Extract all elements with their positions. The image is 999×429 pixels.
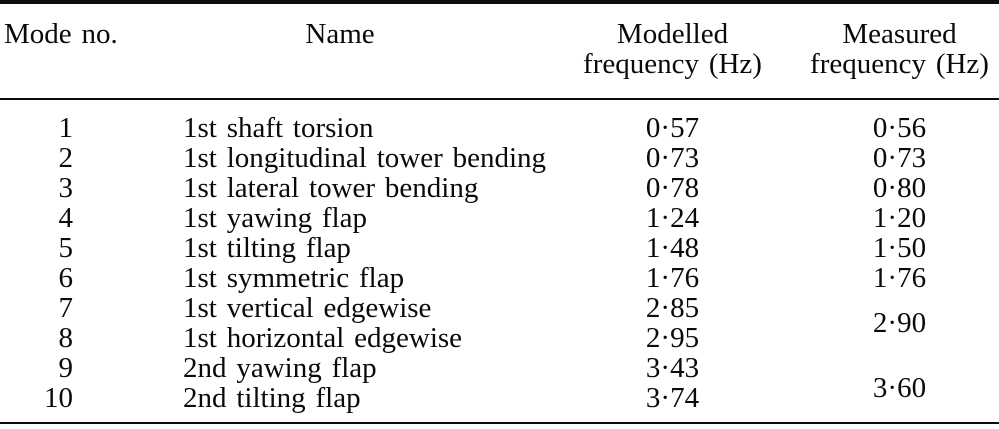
table-row: 9 2nd yawing flap 3·43 3·60 — [0, 352, 999, 403]
column-header-modelled-frequency: Modelled frequency (Hz) — [545, 2, 800, 100]
name-cell: 1st longitudinal tower bending — [183, 142, 547, 174]
name-cell: 1st shaft torsion — [183, 112, 374, 144]
modelled-frequency-cell: 1·48 — [645, 232, 700, 264]
modelled-frequency-cell: 0·78 — [645, 172, 700, 204]
table-row: 8 1st horizontal edgewise 2·95 — [0, 323, 999, 353]
measured-frequency-cell: 3·60 — [872, 371, 927, 404]
table-row: 10 2nd tilting flap 3·74 — [0, 383, 999, 423]
column-header-name: Name — [135, 2, 545, 100]
measured-frequency-cell: 0·80 — [872, 172, 927, 204]
modelled-frequency-cell: 3·74 — [645, 382, 700, 414]
modelled-frequency-cell: 2·85 — [645, 292, 700, 324]
table-row: 5 1st tilting flap 1·48 1·50 — [0, 233, 999, 263]
mode-cell: 7 — [58, 292, 74, 324]
mode-cell: 3 — [58, 172, 74, 204]
table-row: 6 1st symmetric flap 1·76 1·76 — [0, 263, 999, 293]
modelled-frequency-cell: 2·95 — [645, 322, 700, 354]
table-row: 2 1st longitudinal tower bending 0·73 0·73 — [0, 143, 999, 173]
mode-cell: 4 — [58, 202, 74, 234]
measured-frequency-cell: 1·76 — [872, 262, 927, 294]
name-cell: 1st tilting flap — [183, 232, 351, 264]
measured-frequency-cell: 1·50 — [872, 232, 927, 264]
modelled-frequency-cell: 1·24 — [645, 202, 700, 234]
name-cell: 1st lateral tower bending — [183, 172, 479, 204]
mode-cell: 8 — [58, 322, 74, 354]
measured-frequency-cell: 0·56 — [872, 112, 927, 144]
table-row: 4 1st yawing flap 1·24 1·20 — [0, 203, 999, 233]
modelled-frequency-cell: 0·73 — [645, 142, 700, 174]
table-header: Mode no. Name Modelled frequency (Hz) Me… — [0, 2, 999, 100]
table-body: 1 1st shaft torsion 0·57 0·56 2 1st longitudi… — [0, 99, 999, 423]
column-header-measured-frequency: Measured frequency (Hz) — [800, 2, 999, 100]
measured-frequency-cell: 2·90 — [872, 307, 927, 339]
name-cell: 1st horizontal edgewise — [183, 322, 463, 354]
name-cell: 2nd tilting flap — [183, 382, 361, 414]
name-cell: 2nd yawing flap — [183, 352, 377, 384]
mode-cell: 6 — [58, 262, 74, 294]
modelled-frequency-cell: 0·57 — [645, 112, 700, 144]
name-cell: 1st vertical edgewise — [183, 292, 432, 324]
mode-cell: 2 — [58, 142, 74, 174]
measured-frequency-cell: 0·73 — [872, 142, 927, 174]
mode-cell: 10 — [44, 382, 73, 414]
table-row: 7 1st vertical edgewise 2·85 2·90 — [0, 292, 999, 338]
mode-cell: 5 — [58, 232, 74, 264]
name-cell: 1st symmetric flap — [183, 262, 405, 294]
table-row: 1 1st shaft torsion 0·57 0·56 — [0, 99, 999, 143]
table-row: 3 1st lateral tower bending 0·78 0·80 — [0, 173, 999, 203]
header-row: Mode no. Name Modelled frequency (Hz) Me… — [0, 2, 999, 100]
modelled-frequency-cell: 3·43 — [645, 352, 700, 384]
mode-cell: 9 — [58, 352, 74, 384]
modelled-frequency-cell: 1·76 — [645, 262, 700, 294]
name-cell: 1st yawing flap — [183, 202, 368, 234]
measured-frequency-cell: 1·20 — [872, 202, 927, 234]
column-header-mode-no: Mode no. — [0, 2, 135, 100]
mode-cell: 1 — [58, 112, 74, 144]
